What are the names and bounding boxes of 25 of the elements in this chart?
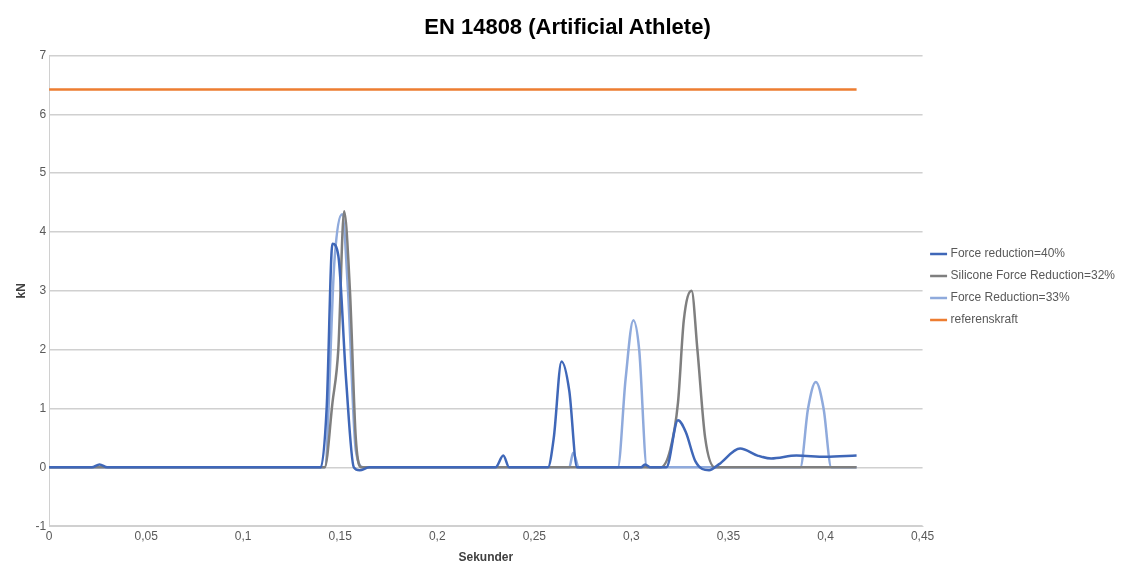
y-tick-label: 6 <box>39 106 47 121</box>
legend-label: referenskraft <box>950 312 1019 327</box>
x-tick-label: 0,05 <box>134 528 159 543</box>
x-axis-title: Sekunder <box>458 550 514 565</box>
x-tick-label: 0,25 <box>522 528 547 543</box>
legend-label: Force Reduction=33% <box>950 290 1070 305</box>
legend-label: Silicone Force Reduction=32% <box>950 268 1116 283</box>
x-tick-label: 0,15 <box>328 528 353 543</box>
y-tick-label: 2 <box>39 341 47 356</box>
y-tick-label: 0 <box>39 459 47 474</box>
y-tick-label: 3 <box>39 283 47 298</box>
y-tick-label: 5 <box>39 165 47 180</box>
x-tick-label: 0,1 <box>234 528 252 543</box>
y-axis-title: kN <box>13 283 28 299</box>
chart-title: EN 14808 (Artificial Athlete) <box>424 14 711 40</box>
x-tick-label: 0,3 <box>623 528 641 543</box>
x-tick-label: 0,45 <box>910 528 935 543</box>
y-tick-label: 1 <box>39 400 47 415</box>
x-tick-label: 0,2 <box>428 528 446 543</box>
y-tick-label: -1 <box>35 518 47 533</box>
x-tick-label: 0,35 <box>716 528 741 543</box>
y-tick-label: 7 <box>39 47 47 62</box>
y-tick-label: 4 <box>39 224 47 239</box>
legend-label: Force reduction=40% <box>950 246 1066 261</box>
x-tick-label: 0,4 <box>817 528 835 543</box>
